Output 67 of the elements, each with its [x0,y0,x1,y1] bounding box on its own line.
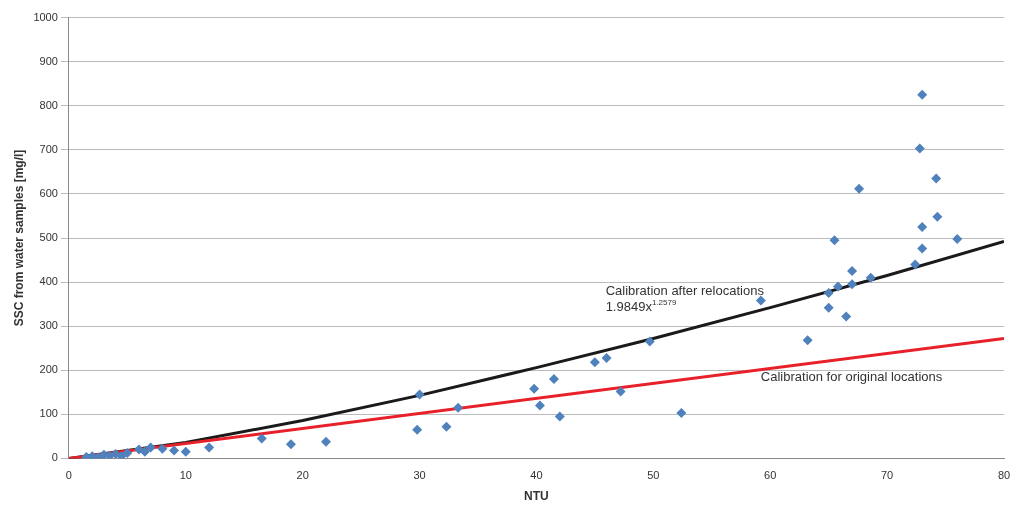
point [414,389,425,400]
annotation: Calibration for original locations [760,369,943,385]
point [914,143,925,154]
point [554,411,565,422]
point [139,446,150,457]
point [931,173,942,184]
x-tick-label: 70 [880,469,894,482]
point [917,89,928,100]
x-tick-label: 30 [413,469,426,482]
point [412,424,423,435]
y-tick-label: 0 [51,451,58,464]
point [122,448,133,459]
point [548,374,559,385]
point [932,211,943,222]
point [116,451,127,459]
point [204,442,215,453]
y-tick-label: 200 [39,363,58,376]
point [644,336,655,347]
point [823,288,834,299]
point [865,272,876,283]
point [802,335,813,346]
point [917,243,928,254]
x-tick-label: 40 [530,469,543,482]
point [145,442,156,453]
x-tick-label: 20 [296,469,309,482]
point [829,235,840,246]
x-tick-label: 60 [764,469,777,482]
y-axis-title: SSC from water samples [mg/l] [11,149,26,327]
point [169,445,180,456]
point [952,233,963,244]
point [589,357,600,368]
y-tick-label: 700 [39,142,58,155]
y-tick-label: 600 [39,186,58,199]
x-tick-label: 10 [179,469,192,482]
point [256,433,267,444]
point [847,266,858,277]
x-tick-label: 80 [997,469,1011,482]
point [453,402,464,413]
point [157,443,168,454]
point [833,281,844,292]
point [529,383,540,394]
point [755,295,766,306]
point [847,279,858,290]
annotation: Calibration after relocations [605,283,765,299]
point [917,221,928,232]
x-tick-label: 0 [65,469,72,482]
point [180,446,191,457]
point [285,439,296,450]
point [854,183,865,194]
x-tick-label: 50 [647,469,660,482]
y-tick-label: 400 [39,275,58,288]
y-tick-label: 1000 [33,10,58,23]
x-axis-title: NTU [524,489,549,504]
y-tick-label: 500 [39,231,58,244]
point [676,408,687,418]
y-tick-label: 100 [39,407,58,420]
point [823,302,834,313]
point [615,386,626,397]
point [841,311,852,322]
y-tick-label: 300 [39,319,58,332]
y-tick-label: 800 [39,98,58,111]
point [910,259,921,270]
y-tick-label: 900 [39,54,58,67]
point [534,400,545,411]
point [321,436,332,447]
point [601,352,612,363]
point [441,421,452,432]
